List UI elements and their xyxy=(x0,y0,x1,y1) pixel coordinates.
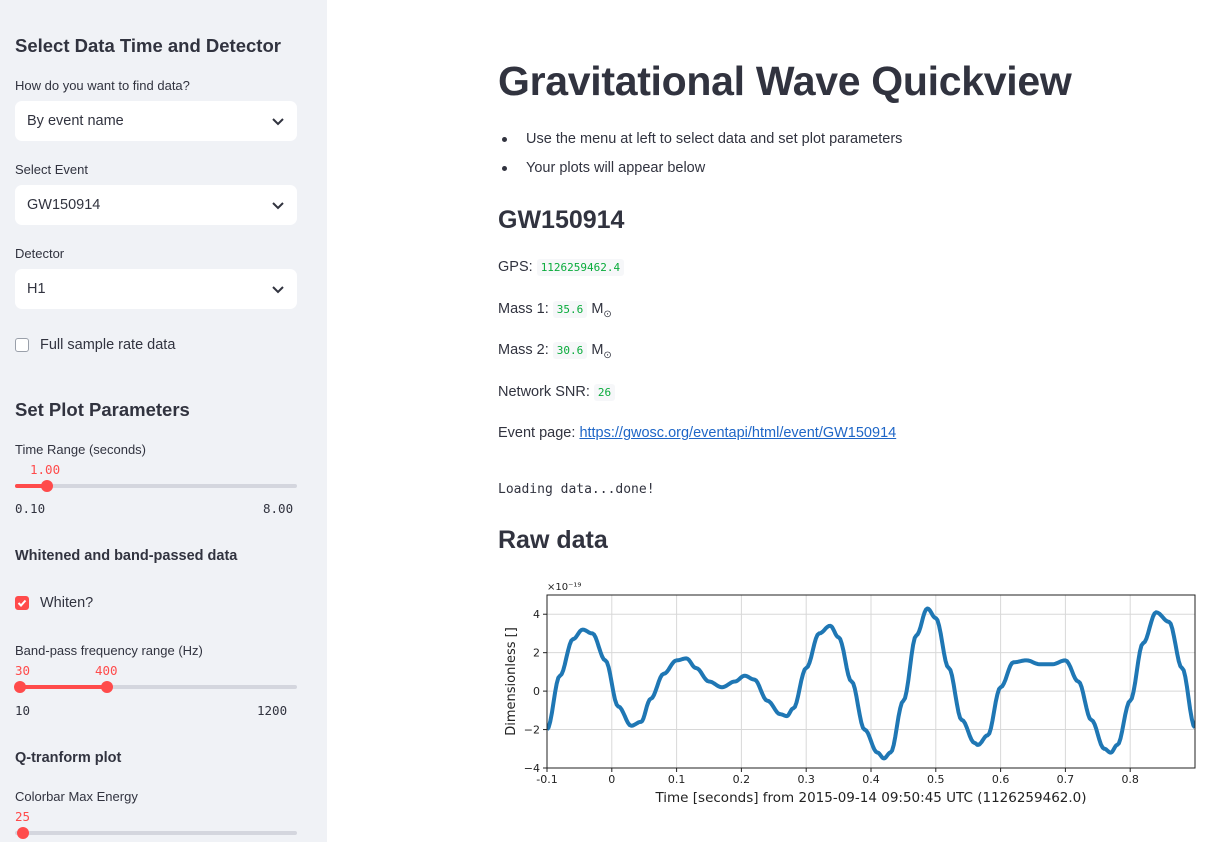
mass2-line: Mass 2: 30.6 M⊙ xyxy=(498,342,612,361)
whiten-label: Whiten? xyxy=(40,595,94,611)
snr-label: Network SNR: xyxy=(498,384,590,400)
gps-label: GPS: xyxy=(498,259,533,275)
snr-line: Network SNR: 26 xyxy=(498,384,616,401)
x-tick-label: 0.8 xyxy=(1121,773,1139,786)
checkbox-checked[interactable] xyxy=(15,596,29,610)
y-tick-label: −2 xyxy=(524,724,540,737)
slider-thumb[interactable] xyxy=(41,480,53,492)
x-tick-label: 0.6 xyxy=(992,773,1010,786)
detector-value: H1 xyxy=(27,281,46,297)
full-sample-rate-label: Full sample rate data xyxy=(40,337,176,353)
solar-mass-unit: M⊙ xyxy=(591,342,612,361)
x-tick-label: -0.1 xyxy=(536,773,557,786)
time-range-value: 1.00 xyxy=(30,462,61,477)
event-page-line: Event page: https://gwosc.org/eventapi/h… xyxy=(498,425,896,441)
bandpass-high-value: 400 xyxy=(95,663,118,678)
solar-mass-unit: M⊙ xyxy=(591,301,612,320)
y-axis-label: Dimensionless [] xyxy=(504,627,519,736)
y-multiplier-label: ×10⁻¹⁹ xyxy=(547,582,581,593)
event-page-link[interactable]: https://gwosc.org/eventapi/html/event/GW… xyxy=(579,425,897,441)
slider-thumb-low[interactable] xyxy=(14,681,26,693)
unit-letter: M xyxy=(591,342,604,358)
raw-data-heading: Raw data xyxy=(498,526,608,554)
event-heading: GW150914 xyxy=(498,206,625,234)
mass1-value: 35.6 xyxy=(552,301,588,318)
mass1-label: Mass 1: xyxy=(498,301,549,317)
chevron-down-icon xyxy=(272,286,284,294)
check-icon xyxy=(17,599,27,607)
page-title: Gravitational Wave Quickview xyxy=(498,58,1072,104)
series-line xyxy=(547,606,1195,761)
y-tick-label: −4 xyxy=(524,762,540,775)
mass1-line: Mass 1: 35.6 M⊙ xyxy=(498,301,612,320)
slider-fill xyxy=(15,484,47,488)
colorbar-value: 25 xyxy=(15,809,31,824)
time-range-max: 8.00 xyxy=(263,501,294,516)
x-tick-label: 0.1 xyxy=(668,773,686,786)
event-select-value: GW150914 xyxy=(27,197,101,213)
checkbox-unchecked[interactable] xyxy=(15,338,29,352)
bandpass-low-value: 30 xyxy=(15,663,31,678)
bandpass-min: 10 xyxy=(15,703,31,718)
x-tick-label: 0.7 xyxy=(1057,773,1075,786)
bandpass-label: Band-pass frequency range (Hz) xyxy=(15,643,203,658)
x-tick-label: 0.5 xyxy=(927,773,945,786)
event-page-label: Event page: xyxy=(498,425,576,441)
y-tick-label: 0 xyxy=(533,685,540,698)
x-tick-label: 0.4 xyxy=(862,773,880,786)
whiten-checkbox[interactable]: Whiten? xyxy=(15,595,93,611)
unit-sub: ⊙ xyxy=(603,308,612,320)
gps-line: GPS: 1126259462.4 xyxy=(498,259,625,276)
time-range-min: 0.10 xyxy=(15,501,46,516)
x-tick-label: 0.2 xyxy=(733,773,751,786)
whiten-section-title: Whitened and band-passed data xyxy=(15,548,238,564)
slider-thumb[interactable] xyxy=(17,827,29,839)
event-select-label: Select Event xyxy=(15,162,88,177)
time-range-label: Time Range (seconds) xyxy=(15,442,147,457)
chevron-down-icon xyxy=(272,118,284,126)
colorbar-slider[interactable] xyxy=(15,827,297,839)
list-item: Use the menu at left to select data and … xyxy=(498,128,902,157)
detector-select[interactable]: H1 xyxy=(15,269,297,309)
slider-fill xyxy=(20,685,107,689)
find-method-select[interactable]: By event name xyxy=(15,101,297,141)
find-method-value: By event name xyxy=(27,113,124,129)
find-method-label: How do you want to find data? xyxy=(15,78,190,93)
colorbar-label: Colorbar Max Energy xyxy=(15,789,138,804)
section-title-plot: Set Plot Parameters xyxy=(15,399,190,420)
event-select[interactable]: GW150914 xyxy=(15,185,297,225)
slider-thumb-high[interactable] xyxy=(101,681,113,693)
chevron-down-icon xyxy=(272,202,284,210)
qtransform-section-title: Q-tranform plot xyxy=(15,750,122,766)
unit-sub: ⊙ xyxy=(603,349,612,361)
sidebar: Select Data Time and Detector How do you… xyxy=(0,0,327,842)
bandpass-max: 1200 xyxy=(257,703,288,718)
list-item: Your plots will appear below xyxy=(498,157,902,186)
x-tick-label: 0 xyxy=(608,773,615,786)
mass2-value: 30.6 xyxy=(552,342,588,359)
loading-status: Loading data...done! xyxy=(498,482,655,497)
bandpass-slider[interactable] xyxy=(14,681,297,693)
y-tick-label: 2 xyxy=(533,647,540,660)
section-title-data: Select Data Time and Detector xyxy=(15,35,281,56)
y-tick-label: 4 xyxy=(533,608,540,621)
gps-value: 1126259462.4 xyxy=(536,259,625,276)
full-sample-rate-checkbox[interactable]: Full sample rate data xyxy=(15,337,175,353)
raw-data-chart: -0.1 0 0.1 0.2 0.3 0.4 0.5 0.6 0.7 0.8 4 2 0 −2 −4 ×10⁻… xyxy=(504,582,1196,806)
time-range-slider[interactable] xyxy=(15,480,297,492)
x-axis-label: Time [seconds] from 2015-09-14 09:50:45 … xyxy=(654,790,1086,806)
mass2-label: Mass 2: xyxy=(498,342,549,358)
snr-value: 26 xyxy=(593,384,616,401)
x-tick-label: 0.3 xyxy=(797,773,815,786)
detector-label: Detector xyxy=(15,246,65,261)
unit-letter: M xyxy=(591,301,604,317)
instructions-list: Use the menu at left to select data and … xyxy=(498,128,902,186)
